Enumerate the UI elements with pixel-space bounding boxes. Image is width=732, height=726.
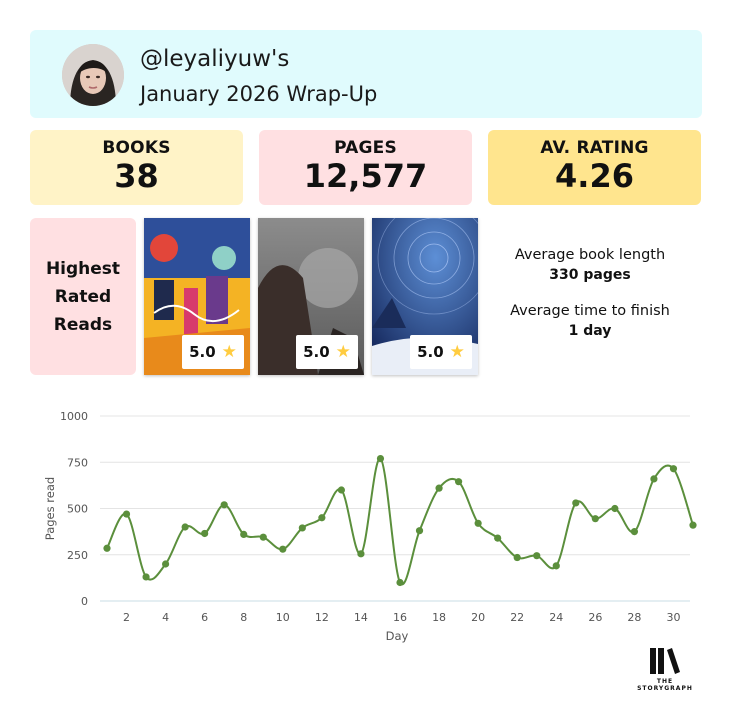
y-tick-label: 250	[67, 549, 88, 562]
data-point	[572, 499, 580, 507]
book-cover-3[interactable]: 5.0 ★	[372, 218, 478, 375]
x-tick-label: 2	[123, 611, 130, 624]
stat-rating-card: AV. RATING 4.26	[488, 130, 701, 205]
x-tick-label: 24	[549, 611, 563, 624]
data-point	[298, 524, 306, 532]
data-point	[552, 562, 560, 570]
x-tick-label: 18	[432, 611, 446, 624]
x-tick-label: 28	[627, 611, 641, 624]
series-line	[106, 457, 694, 586]
x-tick-label: 12	[315, 611, 329, 624]
data-point	[435, 484, 443, 492]
data-point	[162, 560, 170, 568]
book-cover-2[interactable]: 5.0 ★	[258, 218, 364, 375]
data-point	[513, 553, 521, 562]
x-tick-label: 14	[354, 611, 368, 624]
avg-time-value: 1 day	[568, 323, 612, 339]
x-tick-label: 8	[240, 611, 247, 624]
data-point	[103, 544, 111, 552]
stat-pages-card: PAGES 12,577	[259, 130, 472, 205]
highest-rated-line-2: Rated	[54, 286, 112, 307]
data-point	[669, 465, 678, 473]
x-tick-label: 20	[471, 611, 485, 624]
storygraph-logo-icon	[650, 648, 680, 674]
book-2-rating-badge: 5.0 ★	[296, 335, 358, 369]
data-point	[357, 550, 365, 558]
wrapup-title: January 2026 Wrap-Up	[140, 82, 378, 106]
data-point	[494, 534, 502, 542]
star-icon: ★	[449, 342, 465, 362]
data-point	[337, 486, 345, 494]
stat-rating-value: 4.26	[555, 157, 634, 195]
data-point	[650, 475, 658, 483]
logo-text-storygraph: STORYGRAPH	[637, 685, 693, 692]
x-tick-label: 30	[666, 611, 680, 624]
data-point	[396, 578, 404, 587]
storygraph-logo: THE STORYGRAPH	[626, 648, 704, 692]
x-tick-label: 26	[588, 611, 602, 624]
x-tick-label: 6	[201, 611, 208, 624]
data-point	[689, 521, 697, 529]
header-card: @leyaliyuw's January 2026 Wrap-Up	[30, 30, 702, 118]
book-2-rating: 5.0	[303, 343, 330, 361]
book-1-rating: 5.0	[189, 343, 216, 361]
data-point	[201, 529, 209, 538]
x-tick-label: 4	[162, 611, 169, 624]
avg-time: Average time to finish 1 day	[490, 303, 690, 339]
data-point	[259, 533, 267, 541]
star-icon: ★	[335, 342, 351, 362]
avg-length: Average book length 330 pages	[490, 247, 690, 283]
book-cover-1[interactable]: 5.0 ★	[144, 218, 250, 375]
avg-time-label: Average time to finish	[510, 303, 670, 319]
stat-pages-value: 12,577	[303, 157, 428, 195]
x-tick-label: 10	[276, 611, 290, 624]
logo-text-the: THE	[656, 678, 674, 685]
data-point	[181, 523, 189, 531]
highest-rated-line-3: Reads	[53, 314, 113, 335]
data-point	[240, 530, 248, 538]
avg-length-value: 330 pages	[549, 267, 631, 283]
highest-rated-label: Highest Rated Reads	[30, 218, 136, 375]
x-axis-label: Day	[386, 629, 409, 643]
data-point	[220, 501, 228, 509]
star-icon: ★	[221, 342, 237, 362]
y-tick-label: 0	[81, 595, 88, 608]
data-point	[122, 510, 131, 518]
y-tick-label: 750	[67, 456, 88, 469]
data-point	[611, 504, 619, 513]
data-point	[415, 527, 424, 535]
data-point	[474, 519, 482, 527]
avatar[interactable]	[62, 44, 124, 106]
stat-rating-label: AV. RATING	[540, 138, 649, 158]
data-point	[591, 515, 599, 523]
stat-books-value: 38	[114, 157, 159, 195]
data-point	[279, 545, 287, 553]
profile-handle: @leyaliyuw's	[140, 46, 290, 72]
book-3-rating: 5.0	[417, 343, 444, 361]
highest-rated-line-1: Highest	[45, 258, 121, 279]
data-point	[318, 514, 326, 522]
x-tick-label: 22	[510, 611, 524, 624]
book-1-rating-badge: 5.0 ★	[182, 335, 244, 369]
stat-pages-label: PAGES	[334, 138, 397, 158]
stat-books-label: BOOKS	[102, 138, 171, 158]
data-point	[376, 454, 385, 463]
data-point	[630, 528, 639, 536]
y-tick-label: 1000	[60, 410, 88, 423]
x-tick-label: 16	[393, 611, 407, 624]
data-point	[142, 573, 150, 581]
stat-books-card: BOOKS 38	[30, 130, 243, 205]
y-tick-label: 500	[67, 503, 88, 516]
avg-length-label: Average book length	[514, 247, 666, 263]
data-point	[455, 478, 463, 486]
book-3-rating-badge: 5.0 ★	[410, 335, 472, 369]
data-point	[533, 552, 541, 560]
y-axis-label: Pages read	[43, 477, 57, 540]
